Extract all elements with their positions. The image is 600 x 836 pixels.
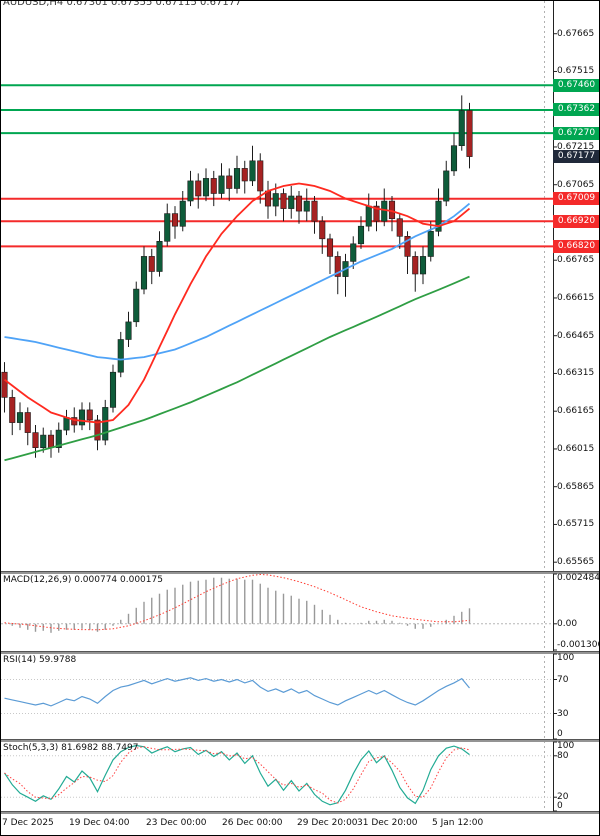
chart-title: AUDUSD,H4 0.67301 0.67355 0.67115 0.6717… — [3, 0, 242, 8]
candle-body — [164, 213, 171, 242]
candle-body — [319, 220, 326, 240]
candle-body — [16, 412, 24, 423]
candle-body — [1, 371, 8, 398]
candle-body — [427, 231, 434, 257]
candle-body — [233, 168, 241, 189]
panel-separator — [1, 571, 599, 574]
candle-body — [419, 256, 427, 275]
candle-body — [210, 178, 217, 194]
candle-body — [187, 180, 194, 202]
rsi-line — [4, 677, 470, 707]
stoch-main-line — [3, 744, 470, 806]
candle-body — [140, 256, 148, 290]
candle-body — [24, 412, 31, 433]
candle-body — [404, 236, 411, 257]
candle-body — [86, 409, 93, 421]
candle-body — [171, 213, 179, 227]
candle-body — [102, 407, 109, 441]
ma-blue-line — [4, 202, 471, 361]
candle-body — [218, 175, 225, 194]
candle-body — [148, 256, 155, 272]
candle-body — [381, 200, 388, 222]
candle-body — [272, 193, 279, 207]
candle-body — [156, 241, 163, 272]
candle-body — [55, 429, 62, 449]
candle-body — [288, 195, 295, 209]
candle-body — [94, 419, 101, 441]
candle-body — [32, 432, 39, 449]
candle-body — [241, 168, 248, 182]
candle-body — [295, 195, 303, 212]
candle-body — [280, 193, 287, 209]
candle-body — [202, 178, 210, 197]
candle-body — [9, 397, 16, 423]
candle-body — [311, 200, 318, 222]
candle-body — [195, 180, 202, 197]
candle-body — [125, 321, 132, 340]
candle-body — [357, 225, 365, 245]
candle-body — [109, 371, 117, 408]
candle-body — [350, 243, 357, 262]
candle-body — [373, 205, 380, 222]
macd-indicator-label: MACD(12,26,9) 0.000774 0.000175 — [3, 575, 163, 585]
candle-body — [179, 200, 186, 227]
candle-body — [78, 409, 86, 426]
candle-body — [63, 417, 70, 431]
macd-signal-line — [4, 573, 470, 631]
candle-body — [365, 205, 372, 227]
candle-body — [249, 160, 256, 182]
candle-body — [334, 256, 341, 277]
panel-separator — [1, 811, 599, 814]
candle-body — [396, 218, 403, 237]
candle-body — [412, 256, 419, 275]
candle-body — [466, 110, 473, 157]
candle-body — [257, 160, 264, 192]
candle-body — [133, 288, 140, 323]
candle-body — [435, 200, 442, 232]
ma-green-line — [4, 275, 470, 462]
candle-body — [71, 417, 78, 426]
candle-body — [40, 434, 47, 449]
candle-body — [458, 110, 465, 147]
stoch-indicator-label: Stoch(5,3,3) 81.6982 88.7497 — [3, 743, 139, 753]
stoch-signal-line — [4, 746, 470, 804]
rsi-indicator-label: RSI(14) 59.9788 — [3, 655, 77, 665]
ma-red-line — [3, 182, 471, 424]
candle-body — [117, 339, 124, 373]
candle-body — [443, 170, 450, 202]
panel-separator — [1, 739, 599, 742]
candle-body — [326, 238, 334, 257]
candle-body — [450, 145, 458, 172]
candle-body — [226, 175, 233, 189]
candle-body — [303, 200, 310, 212]
panel-separator — [1, 651, 599, 654]
candle-body — [47, 434, 55, 449]
